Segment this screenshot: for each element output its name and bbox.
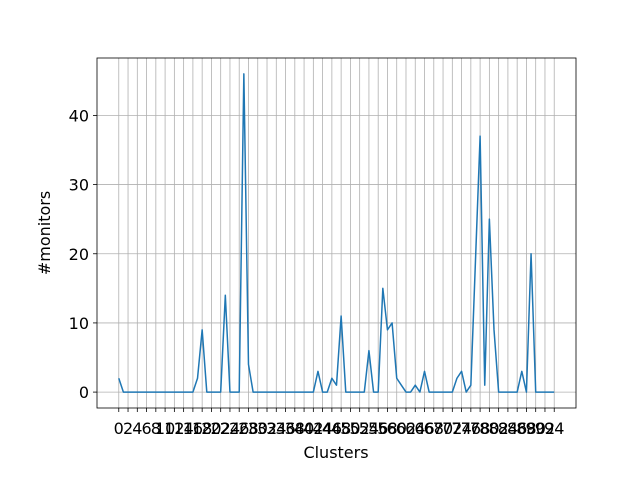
x-tick-label: 82	[488, 419, 508, 438]
x-tick-label: 46	[322, 419, 342, 438]
x-tick-label: 0	[114, 419, 124, 438]
y-tick-label: 20	[69, 245, 89, 264]
x-tick-label: 66	[414, 419, 434, 438]
x-tick-label: 74	[451, 419, 471, 438]
x-tick-label: 52	[349, 419, 369, 438]
x-tick-label: 68	[424, 419, 444, 438]
x-tick-label: 12	[164, 419, 184, 438]
x-tick-label: 84	[498, 419, 518, 438]
y-tick-label: 0	[79, 383, 89, 402]
x-tick-label: 8	[151, 419, 161, 438]
x-tick-label: 60	[387, 419, 407, 438]
x-tick-label: 30	[248, 419, 268, 438]
x-tick-label: 22	[211, 419, 231, 438]
y-tick-label: 30	[69, 176, 89, 195]
x-tick-label: 34	[266, 419, 286, 438]
x-tick-label: 62	[396, 419, 416, 438]
x-tick-label: 26	[229, 419, 249, 438]
x-tick-label: 14	[173, 419, 193, 438]
x-tick-label: 4	[132, 419, 142, 438]
x-axis-label: Clusters	[303, 443, 368, 462]
axes-frame	[96, 57, 577, 409]
x-tick-label: 90	[526, 419, 546, 438]
x-tick-label: 48	[331, 419, 351, 438]
x-tick-label: 56	[368, 419, 388, 438]
x-tick-label: 20	[201, 419, 221, 438]
x-tick-label: 80	[479, 419, 499, 438]
x-tick-label: 10	[155, 419, 175, 438]
x-tick-label: 64	[405, 419, 425, 438]
x-tick-label: 38	[285, 419, 305, 438]
x-tick-label: 70	[433, 419, 453, 438]
x-tick-label: 28	[238, 419, 258, 438]
x-tick-label: 2	[123, 419, 133, 438]
y-tick-label: 40	[69, 106, 89, 125]
data-line	[118, 73, 555, 393]
x-tick-label: 92	[535, 419, 555, 438]
x-tick-label: 94	[544, 419, 564, 438]
x-tick-label: 16	[183, 419, 203, 438]
plot	[118, 73, 555, 393]
x-tick-label: 18	[192, 419, 212, 438]
y-axis-label: #monitors	[35, 191, 54, 275]
x-tick-label: 32	[257, 419, 277, 438]
x-tick-label: 86	[507, 419, 527, 438]
x-tick-label: 42	[303, 419, 323, 438]
y-tick-label: 10	[69, 314, 89, 333]
x-tick-label: 78	[470, 419, 490, 438]
x-tick-label: 76	[461, 419, 481, 438]
x-tick-label: 44	[312, 419, 332, 438]
x-tick-label: 24	[220, 419, 240, 438]
x-tick-label: 6	[141, 419, 151, 438]
x-tick-label: 50	[340, 419, 360, 438]
grid	[97, 58, 576, 408]
x-tick-label: 88	[516, 419, 536, 438]
x-tick-label: 54	[359, 419, 379, 438]
x-tick-label: 58	[377, 419, 397, 438]
x-tick-label: 72	[442, 419, 462, 438]
x-tick-label: 36	[275, 419, 295, 438]
x-tick-label: 40	[294, 419, 314, 438]
